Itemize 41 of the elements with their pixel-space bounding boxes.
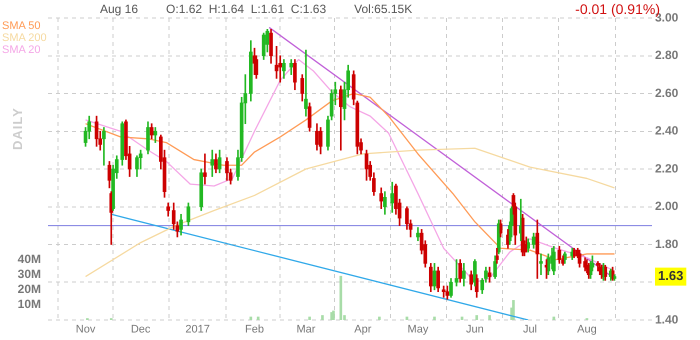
x-tick-label: May [408,324,429,336]
x-tick-label: Jul [522,324,538,336]
y2-tick-label: 30M [18,267,42,282]
y-tick-label: 2.20 [655,161,679,176]
text: O:1.62 H:1.64 L:1.61 C:1.63 [166,2,326,16]
x-tick-label: 2017 [185,324,210,336]
y2-tick-label: 10M [18,297,42,312]
text: 1.63 [658,268,684,284]
x-tick-label: Nov [76,324,96,336]
x-tick-label: Dec [130,324,151,336]
bar [512,300,515,320]
bar [475,315,478,320]
y2-tick-label: 40M [18,252,42,266]
text: Aug 16 [100,2,138,16]
x-tick-label: Mar [296,324,316,336]
y-tick-label: 2.40 [655,124,679,138]
bar [339,276,342,320]
x-tick-label: Apr [354,324,372,336]
bar [256,316,260,320]
bar [321,315,324,320]
y-tick-label: 2.60 [655,86,679,100]
y-tick-label: 1.80 [655,236,679,251]
y-tick-label: 2.80 [655,48,679,62]
text: Vol:65.15K [354,2,412,16]
bar [552,316,556,320]
text: SMA 50 [2,20,42,32]
text: SMA 200 [2,32,47,44]
y2-tick-label: 20M [18,282,42,296]
bar [488,315,491,320]
bar [460,316,464,320]
x-tick-label: Aug [577,324,597,336]
bar [406,316,408,320]
x-tick-label: Jun [466,324,484,336]
bar [250,316,252,320]
bar [433,316,436,320]
y-tick-label: 2.00 [655,199,679,214]
bar [308,316,311,320]
x-tick-label: Feb [245,324,264,336]
y-tick-label: 1.40 [655,312,679,326]
text: SMA 20 [2,44,42,56]
bar [378,316,381,320]
